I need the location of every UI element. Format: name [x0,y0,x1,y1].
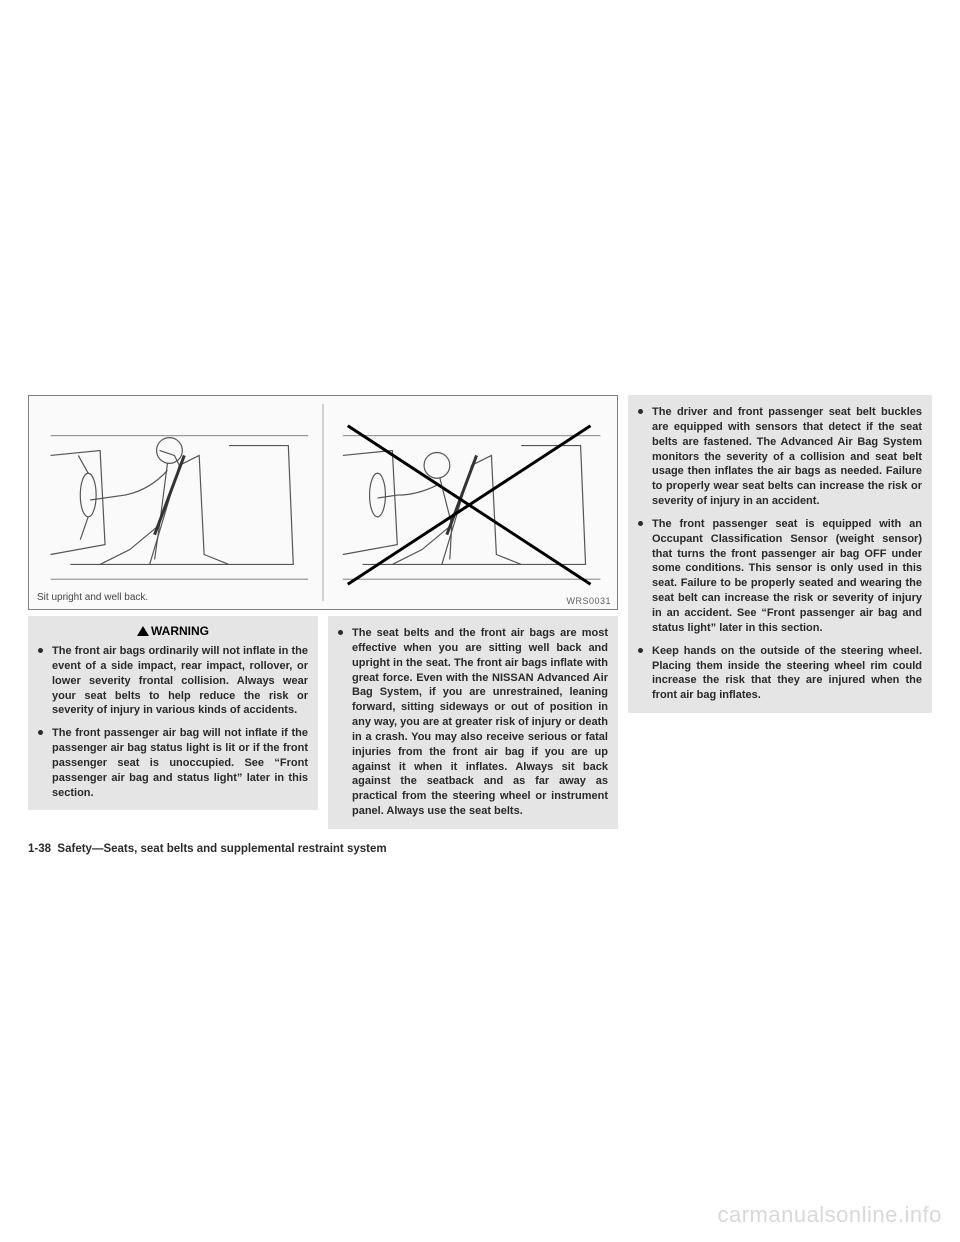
warning-list: The driver and front passenger seat belt… [638,405,922,703]
manual-page: Sit upright and well back. WRS0031 WARNI… [28,395,932,855]
under-figure-columns: WARNING The front air bags ordinarily wi… [28,616,618,829]
column-3: The driver and front passenger seat belt… [628,395,932,829]
page-number: 1-38 [28,843,51,855]
figure-ref: WRS0031 [566,596,611,606]
warning-list: The seat belts and the front air bags ar… [338,626,608,819]
column-1: WARNING The front air bags ordinarily wi… [28,616,318,829]
warning-box: WARNING The front air bags ordinarily wi… [28,616,318,810]
warning-item: The front passenger air bag will not inf… [38,726,308,800]
warning-item: The front air bags ordinarily will not i… [38,644,308,718]
warning-item: The driver and front passenger seat belt… [638,405,922,509]
column-2: The seat belts and the front air bags ar… [328,616,618,829]
watermark: carmanualsonline.info [717,1202,942,1228]
warning-triangle-icon [137,626,149,636]
page-footer: 1-38 Safety—Seats, seat belts and supple… [28,843,932,855]
warning-item: The front passenger seat is equipped wit… [638,517,922,636]
left-block: Sit upright and well back. WRS0031 WARNI… [28,395,618,829]
section-title: Safety—Seats, seat belts and supplementa… [57,843,386,855]
warning-item: Keep hands on the outside of the steerin… [638,644,922,703]
warning-header: WARNING [38,624,308,638]
warning-list: The front air bags ordinarily will not i… [38,644,308,800]
warning-box-continued: The seat belts and the front air bags ar… [328,616,618,829]
column-layout: Sit upright and well back. WRS0031 WARNI… [28,395,932,829]
warning-box-right: The driver and front passenger seat belt… [628,395,932,713]
figure-svg [29,396,617,609]
warning-item: The seat belts and the front air bags ar… [338,626,608,819]
figure-caption: Sit upright and well back. [37,592,148,603]
warning-label: WARNING [151,624,209,638]
seating-posture-figure: Sit upright and well back. WRS0031 [28,395,618,610]
